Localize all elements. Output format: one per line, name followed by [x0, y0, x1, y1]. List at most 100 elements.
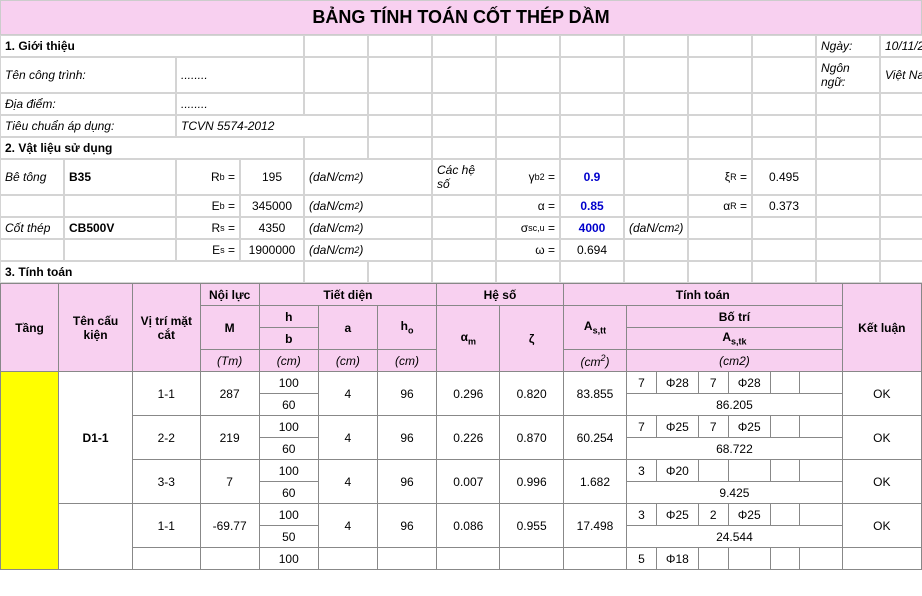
cell-ho: 96 [377, 504, 436, 548]
cell-b2: Φ20 [656, 460, 698, 482]
s2-r1: Bê tông B35 Rb = 195 (daN/cm2) Các hệ số… [0, 159, 922, 195]
cell-a: 4 [318, 416, 377, 460]
section1-row4: Tiêu chuẩn áp dụng: TCVN 5574-2012 [0, 115, 922, 137]
cell-b3: 7 [698, 372, 728, 394]
h-tang: Tầng [1, 284, 59, 372]
cell-kl: OK [842, 504, 921, 548]
cell-b4: Φ25 [728, 416, 770, 438]
h-M: M [200, 306, 259, 350]
cell-vt: 1-1 [133, 372, 201, 416]
loc-label: Địa điểm: [0, 93, 176, 115]
h-tck: Tên cấu kiện [59, 284, 133, 372]
Rs: Rs = [176, 217, 240, 239]
s1-heading: 1. Giới thiệu [0, 35, 304, 57]
cell-b2: Φ25 [656, 504, 698, 526]
cell-astt: 1.682 [563, 460, 626, 504]
cell-M: 219 [200, 416, 259, 460]
cell-last-13 [800, 548, 842, 570]
cell-last-1 [200, 548, 259, 570]
cell-last-3 [318, 548, 377, 570]
unit3: (daN/cm2) [304, 217, 432, 239]
h-vtmc: Vị trí mặt cắt [133, 284, 201, 372]
cell-b5 [770, 372, 800, 394]
h-tietdien: Tiết diện [259, 284, 436, 306]
cell-ho: 96 [377, 372, 436, 416]
h-cm1: (cm) [259, 350, 318, 372]
cell-z: 0.955 [500, 504, 563, 548]
cell-b2: Φ25 [656, 416, 698, 438]
cell-vt: 1-1 [133, 504, 201, 548]
cell-am: 0.007 [437, 460, 500, 504]
cotthep: Cốt thép [0, 217, 64, 239]
cell-astk: 68.722 [627, 438, 842, 460]
Es: Es = [176, 239, 240, 261]
cell-am: 0.086 [437, 504, 500, 548]
cell-M: 287 [200, 372, 259, 416]
sig: σsc,u = [496, 217, 560, 239]
cell-ho: 96 [377, 416, 436, 460]
s2-r3: Cốt thép CB500V Rs = 4350 (daN/cm2) σsc,… [0, 217, 922, 239]
cell-last-9: Φ18 [656, 548, 698, 570]
cell-am: 0.226 [437, 416, 500, 460]
cell-b1: 7 [627, 372, 657, 394]
cell-kl: OK [842, 416, 921, 460]
cell-h: 100 [259, 372, 318, 394]
lang-val: Việt Nam [880, 57, 922, 93]
omv: 0.694 [560, 239, 624, 261]
Esv: 1900000 [240, 239, 304, 261]
cell-last-10 [698, 548, 728, 570]
cell-last-0 [133, 548, 201, 570]
cell-astk: 9.425 [627, 482, 842, 504]
calc-table: Tầng Tên cấu kiện Vị trí mặt cắt Nội lực… [0, 283, 922, 570]
section1-row2: Tên công trình: ........ Ngôn ngữ: Việt … [0, 57, 922, 93]
cell-b1: 7 [627, 416, 657, 438]
cell-b: 50 [259, 526, 318, 548]
h-Astt: As,tt [563, 306, 626, 350]
tck-cell [59, 504, 133, 570]
cell-astt: 17.498 [563, 504, 626, 548]
tck-cell: D1-1 [59, 372, 133, 504]
cell-last-5 [437, 548, 500, 570]
h-am: αm [437, 306, 500, 372]
cell-b6 [800, 372, 842, 394]
cell-b5 [770, 460, 800, 482]
h-cm2b: (cm2) [627, 350, 842, 372]
std-val: TCVN 5574-2012 [176, 115, 368, 137]
alphav: 0.85 [560, 195, 624, 217]
cell-b: 60 [259, 394, 318, 416]
gb2: γb2 = [496, 159, 560, 195]
unit5: (daN/cm2) [304, 239, 432, 261]
cell-kl: OK [842, 372, 921, 416]
section1-row1: 1. Giới thiệu Ngày: 10/11/2019 [0, 35, 922, 57]
cell-last-12 [770, 548, 800, 570]
h-Astk: As,tk [627, 328, 842, 350]
unit2: (daN/cm2) [304, 195, 432, 217]
loc-val: ........ [176, 93, 304, 115]
heso: Các hệ số [432, 159, 496, 195]
ngay-label: Ngày: [816, 35, 880, 57]
cell-last-2: 100 [259, 548, 318, 570]
cell-astt: 60.254 [563, 416, 626, 460]
cell-b3: 7 [698, 416, 728, 438]
betong: Bê tông [0, 159, 64, 195]
cell-M: -69.77 [200, 504, 259, 548]
s3-heading: 3. Tính toán [0, 261, 304, 283]
cell-b5 [770, 416, 800, 438]
cell-M: 7 [200, 460, 259, 504]
cell-a: 4 [318, 504, 377, 548]
cell-astk: 86.205 [627, 394, 842, 416]
cell-last-6 [500, 548, 563, 570]
section1-row3: Địa điểm: ........ [0, 93, 922, 115]
cell-astt: 83.855 [563, 372, 626, 416]
cell-kl: OK [842, 460, 921, 504]
cell-last-8: 5 [627, 548, 657, 570]
xiRv: 0.495 [752, 159, 816, 195]
Rb: Rb = [176, 159, 240, 195]
cb: CB500V [64, 217, 176, 239]
cell-b6 [800, 416, 842, 438]
cell-ho: 96 [377, 460, 436, 504]
h-cm2: (cm) [318, 350, 377, 372]
s2-r4: Es = 1900000 (daN/cm2) ω = 0.694 [0, 239, 922, 261]
om: ω = [496, 239, 560, 261]
h-tinhtoan: Tính toán [563, 284, 842, 306]
